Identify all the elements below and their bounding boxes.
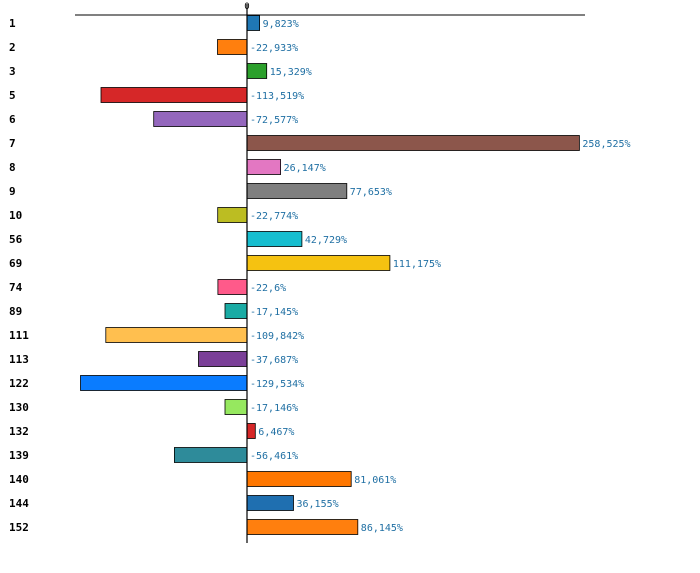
category-label: 130: [9, 401, 29, 414]
bar: [246, 231, 303, 247]
category-label: 144: [9, 497, 29, 510]
value-label: -113,519%: [250, 91, 304, 102]
value-label: -109,842%: [250, 331, 304, 342]
category-label: 9: [9, 185, 16, 198]
category-label: 74: [9, 281, 23, 294]
bar: [246, 495, 294, 511]
value-label: 15,329%: [270, 67, 312, 78]
category-label: 2: [9, 41, 16, 54]
value-label: -22,774%: [250, 211, 298, 222]
category-label: 5: [9, 89, 16, 102]
value-label: -17,145%: [250, 307, 298, 318]
value-label: 77,653%: [350, 187, 392, 198]
bar: [80, 375, 248, 391]
bar: [246, 519, 359, 535]
bar: [246, 423, 256, 439]
bar: [246, 135, 580, 151]
bar: [217, 207, 248, 223]
category-label: 152: [9, 521, 29, 534]
value-label: 81,061%: [354, 475, 396, 486]
value-label: -72,577%: [250, 115, 298, 126]
category-label: 139: [9, 449, 29, 462]
bar: [100, 87, 248, 103]
category-label: 122: [9, 377, 29, 390]
value-label: 86,145%: [361, 523, 403, 534]
bar: [217, 279, 248, 295]
bar: [246, 471, 352, 487]
bar: [173, 447, 248, 463]
value-label: 258,525%: [582, 139, 630, 150]
bar: [246, 15, 261, 31]
category-label: 132: [9, 425, 29, 438]
category-label: 7: [9, 137, 16, 150]
category-label: 1: [9, 17, 16, 30]
category-label: 89: [9, 305, 22, 318]
value-label: 111,175%: [393, 259, 441, 270]
category-label: 8: [9, 161, 16, 174]
bar: [105, 327, 248, 343]
value-label: -22,6%: [250, 283, 286, 294]
value-label: -129,534%: [250, 379, 304, 390]
category-label: 111: [9, 329, 29, 342]
value-label: 6,467%: [258, 427, 294, 438]
bar: [198, 351, 248, 367]
category-label: 6: [9, 113, 16, 126]
bar: [217, 39, 248, 55]
bar-rows: 1 9,823% 2 -22,933% 3 15,329% 5 -113,519% 6 -72,5…: [9, 15, 631, 535]
bar: [246, 255, 391, 271]
value-label: 36,155%: [297, 499, 339, 510]
value-label: 9,823%: [263, 19, 299, 30]
value-label: -22,933%: [250, 43, 298, 54]
bar: [224, 303, 248, 319]
bar: [246, 159, 281, 175]
category-label: 10: [9, 209, 22, 222]
category-label: 56: [9, 233, 23, 246]
category-label: 69: [9, 257, 22, 270]
bar: [246, 63, 268, 79]
bar: [153, 111, 248, 127]
bar: [224, 399, 248, 415]
value-label: -37,687%: [250, 355, 298, 366]
bar: [246, 183, 348, 199]
category-label: 113: [9, 353, 29, 366]
value-label: -56,461%: [250, 451, 298, 462]
category-label: 3: [9, 65, 16, 78]
category-label: 140: [9, 473, 29, 486]
value-label: -17,146%: [250, 403, 298, 414]
value-label: 26,147%: [284, 163, 326, 174]
value-label: 42,729%: [305, 235, 347, 246]
